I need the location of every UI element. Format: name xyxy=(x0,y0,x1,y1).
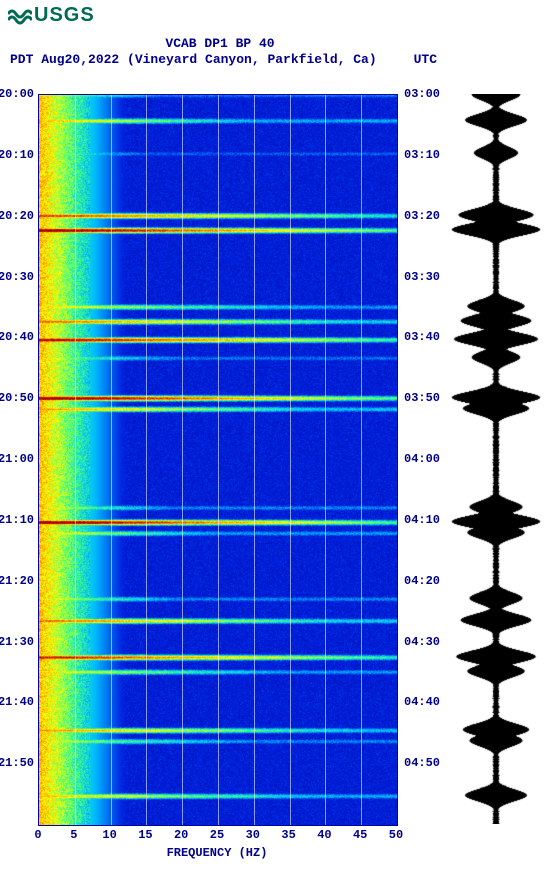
x-axis-ticks: 05101520253035404550 xyxy=(38,828,396,848)
xtick: 5 xyxy=(70,828,77,842)
ytick-left: 20:40 xyxy=(0,330,34,344)
ytick-right: 03:30 xyxy=(404,270,440,284)
ytick-right: 03:00 xyxy=(404,87,440,101)
ytick-left: 21:20 xyxy=(0,574,34,588)
spectrogram-canvas xyxy=(39,95,397,825)
ytick-left: 21:50 xyxy=(0,756,34,770)
chart-subtitle: PDT Aug20,2022 (Vineyard Canyon, Parkfie… xyxy=(10,52,377,67)
xtick: 35 xyxy=(281,828,295,842)
ytick-left: 21:30 xyxy=(0,635,34,649)
ytick-right: 04:30 xyxy=(404,635,440,649)
utc-label: UTC xyxy=(414,52,437,67)
ytick-right: 03:40 xyxy=(404,330,440,344)
ytick-right: 04:20 xyxy=(404,574,440,588)
xtick: 45 xyxy=(353,828,367,842)
ytick-left: 21:10 xyxy=(0,513,34,527)
ytick-left: 20:10 xyxy=(0,148,34,162)
ytick-left: 21:00 xyxy=(0,452,34,466)
ytick-left: 21:40 xyxy=(0,695,34,709)
xtick: 10 xyxy=(102,828,116,842)
ytick-left: 20:30 xyxy=(0,270,34,284)
seismogram-canvas xyxy=(450,94,542,824)
ytick-right: 04:00 xyxy=(404,452,440,466)
seismogram-plot xyxy=(450,94,542,824)
spectrogram-plot xyxy=(38,94,398,826)
ytick-right: 04:10 xyxy=(404,513,440,527)
ytick-left: 20:50 xyxy=(0,391,34,405)
usgs-logo: USGS xyxy=(8,4,95,27)
ytick-right: 04:50 xyxy=(404,756,440,770)
ytick-right: 03:10 xyxy=(404,148,440,162)
page-root: USGS VCAB DP1 BP 40 PDT Aug20,2022 (Vine… xyxy=(0,0,552,892)
ytick-right: 03:50 xyxy=(404,391,440,405)
wave-icon xyxy=(8,6,32,26)
ytick-right: 03:20 xyxy=(404,209,440,223)
xtick: 40 xyxy=(317,828,331,842)
xtick: 20 xyxy=(174,828,188,842)
xtick: 50 xyxy=(389,828,403,842)
y-axis-left-ticks: 20:0020:1020:2020:3020:4020:5021:0021:10… xyxy=(0,94,36,824)
ytick-left: 20:00 xyxy=(0,87,34,101)
x-axis-label: FREQUENCY (HZ) xyxy=(38,846,396,860)
xtick: 30 xyxy=(246,828,260,842)
logo-text: USGS xyxy=(34,4,95,27)
chart-title: VCAB DP1 BP 40 xyxy=(0,36,440,51)
ytick-right: 04:40 xyxy=(404,695,440,709)
xtick: 15 xyxy=(138,828,152,842)
xtick: 25 xyxy=(210,828,224,842)
y-axis-right-ticks: 03:0003:1003:2003:3003:4003:5004:0004:10… xyxy=(400,94,440,824)
xtick: 0 xyxy=(34,828,41,842)
ytick-left: 20:20 xyxy=(0,209,34,223)
